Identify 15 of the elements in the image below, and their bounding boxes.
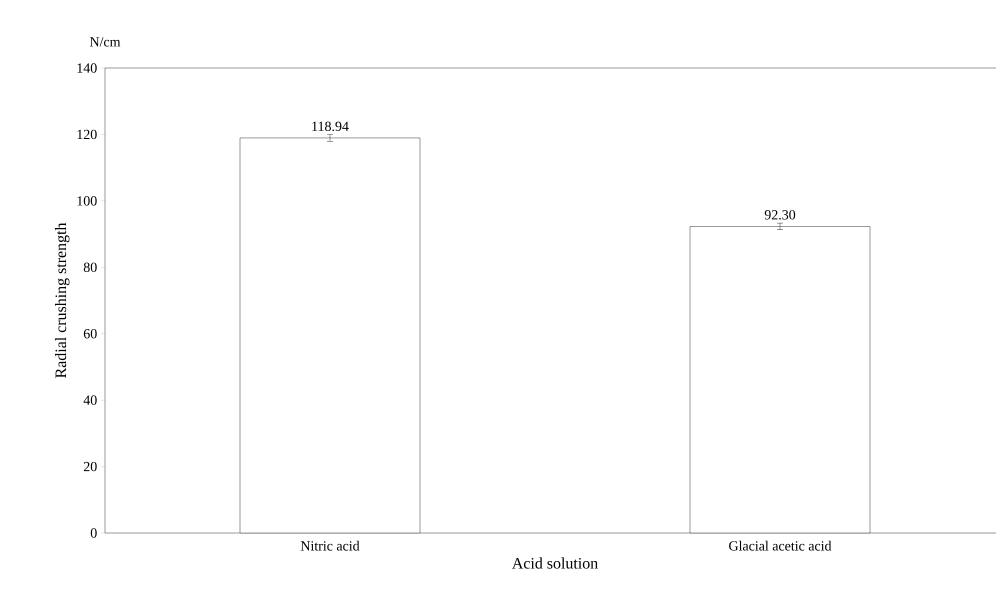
x-tick-label: Nitric acid <box>300 540 360 551</box>
y-tick-label: 80 <box>84 262 97 272</box>
data-label: 92.30 <box>764 210 796 220</box>
y-tick-label: 140 <box>78 63 97 73</box>
text: N/cm <box>90 37 120 47</box>
y-tick-label: 60 <box>84 329 97 338</box>
x-tick-label: Glacial acetic acid <box>729 540 832 551</box>
y-tick-label: 100 <box>78 196 97 206</box>
x-axis-title: Acid solution <box>512 557 598 569</box>
data-label: 118.94 <box>312 122 349 132</box>
y-axis-title: Radial crushing strength <box>54 222 70 378</box>
y-tick-label: 40 <box>84 395 97 405</box>
y-tick-label: 120 <box>78 130 97 140</box>
y-tick-label: 0 <box>90 528 97 538</box>
y-tick-label: 20 <box>84 462 97 472</box>
